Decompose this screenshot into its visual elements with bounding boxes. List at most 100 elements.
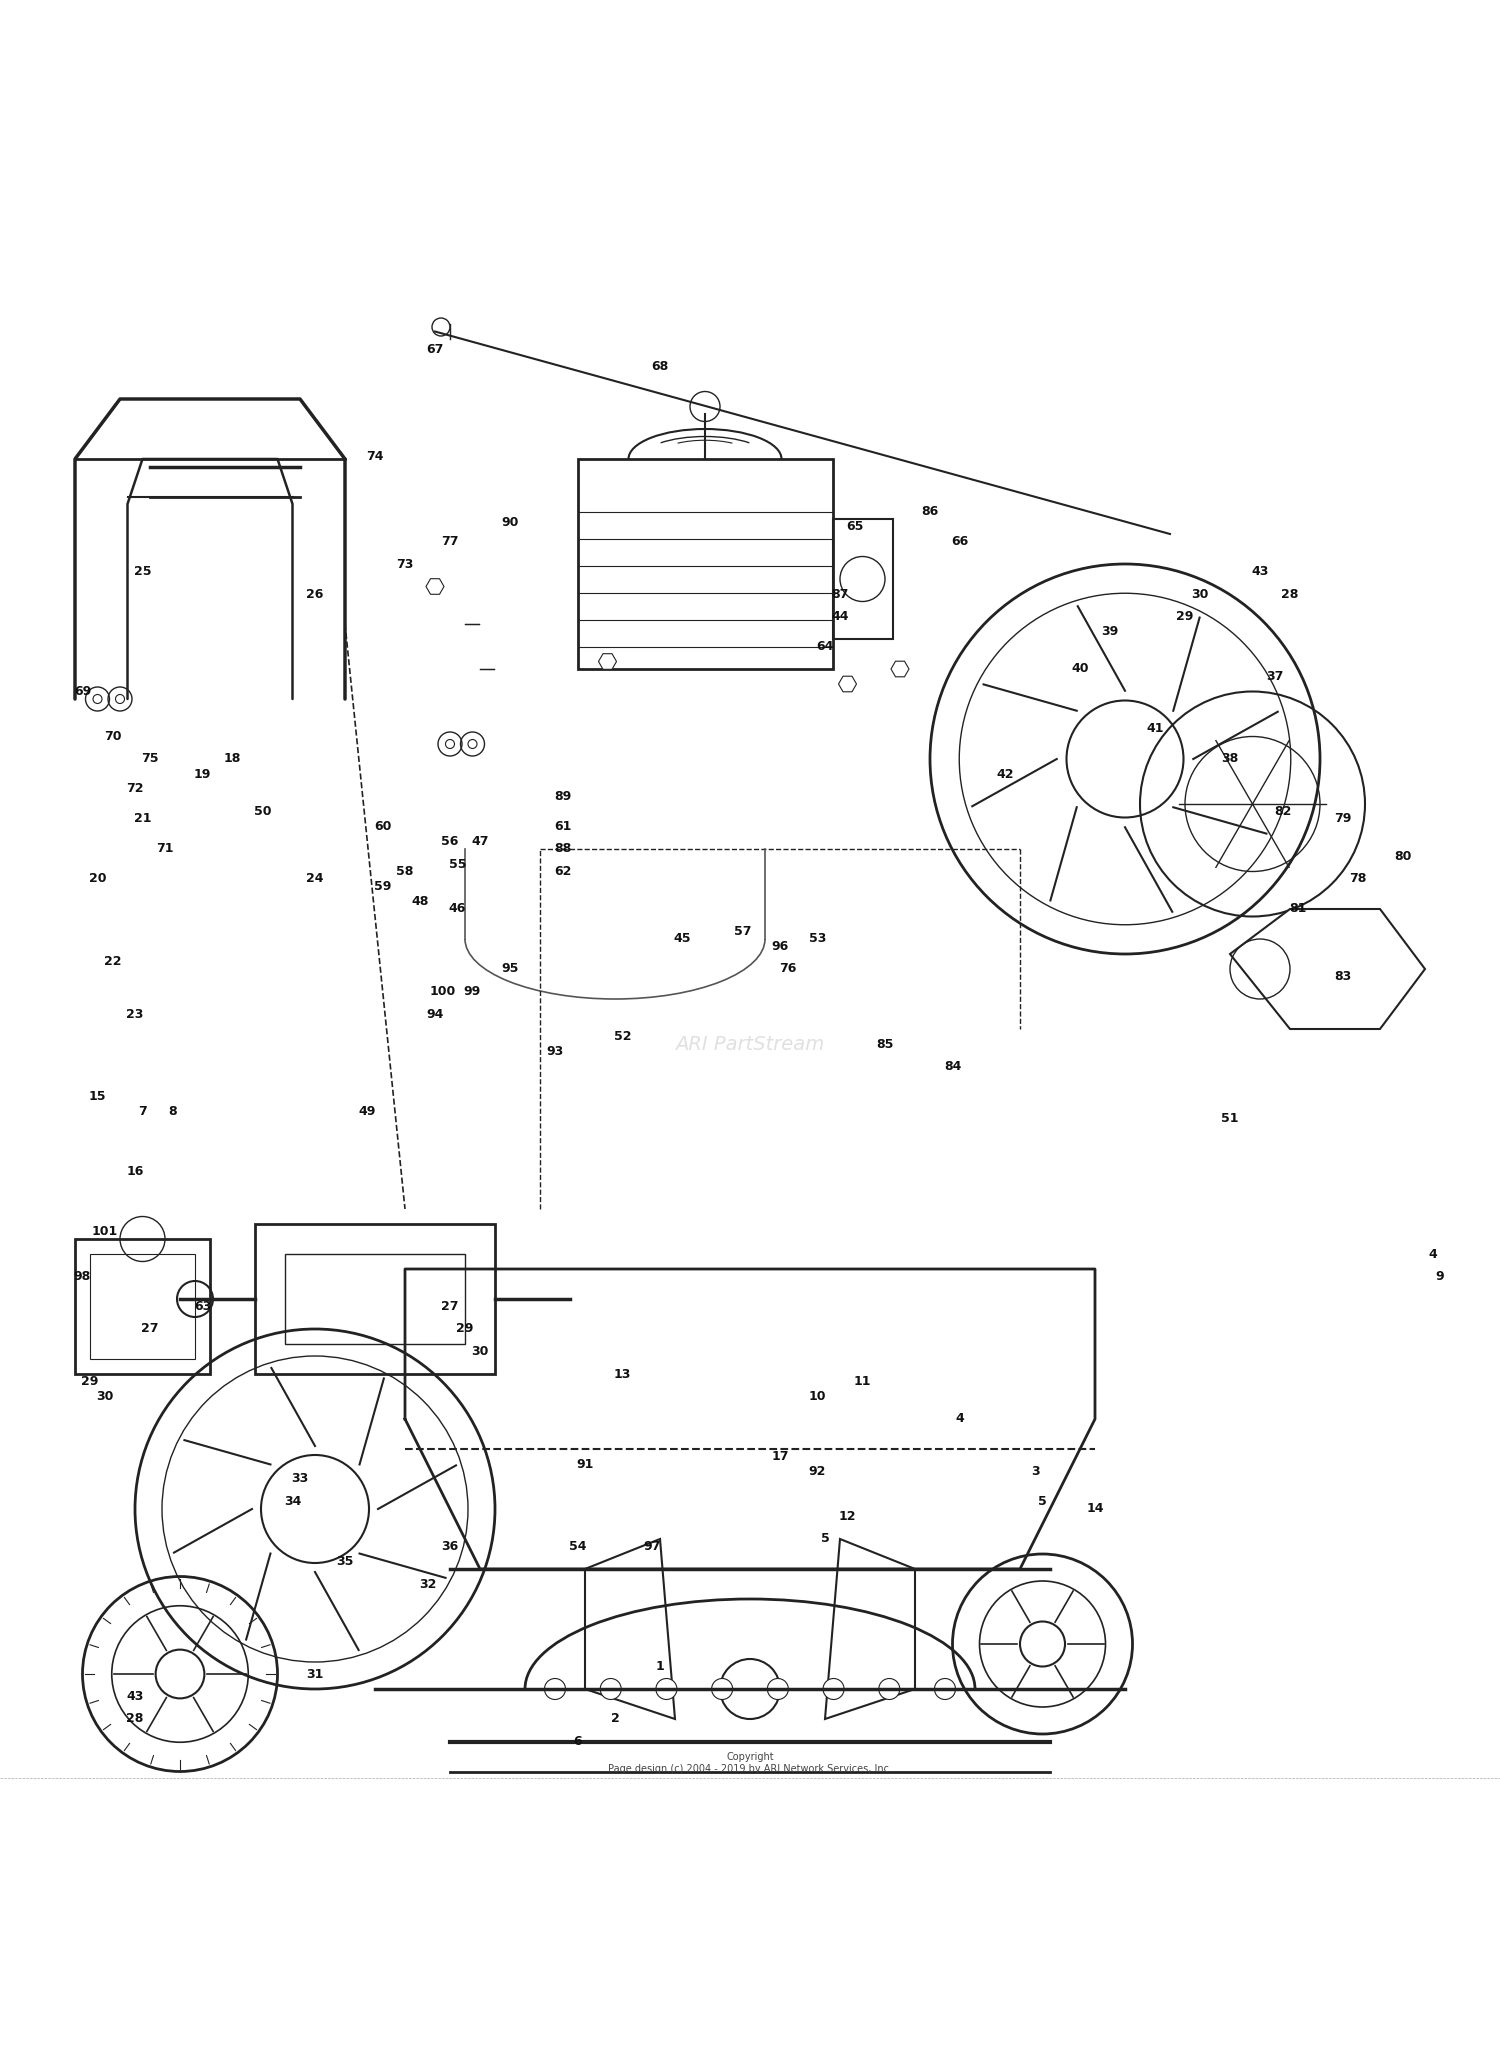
Text: Copyright: Copyright (726, 1751, 774, 1762)
Text: 26: 26 (306, 587, 324, 601)
Text: 14: 14 (1086, 1502, 1104, 1515)
Text: 89: 89 (554, 790, 572, 803)
Text: 21: 21 (134, 813, 152, 825)
Text: 39: 39 (1101, 626, 1119, 638)
Text: 33: 33 (291, 1474, 309, 1486)
Text: 92: 92 (808, 1465, 826, 1478)
Text: 36: 36 (441, 1539, 459, 1554)
Text: 29: 29 (456, 1323, 474, 1336)
Text: 95: 95 (501, 963, 519, 975)
Text: 25: 25 (134, 566, 152, 578)
Text: 13: 13 (614, 1367, 632, 1381)
Text: 96: 96 (771, 941, 789, 953)
Text: 61: 61 (554, 819, 572, 833)
Text: 83: 83 (1334, 969, 1352, 984)
Text: 28: 28 (1281, 587, 1299, 601)
Text: 1: 1 (656, 1661, 664, 1673)
Text: 24: 24 (306, 873, 324, 885)
Text: 53: 53 (808, 932, 826, 945)
Text: 42: 42 (996, 768, 1014, 780)
Text: 67: 67 (426, 344, 444, 356)
Text: 77: 77 (441, 535, 459, 547)
Text: 44: 44 (831, 609, 849, 624)
Text: 34: 34 (284, 1494, 302, 1509)
Polygon shape (839, 677, 856, 691)
Text: 88: 88 (554, 842, 572, 856)
Text: 18: 18 (224, 753, 242, 766)
Circle shape (879, 1679, 900, 1700)
Text: 30: 30 (1191, 587, 1209, 601)
Text: 10: 10 (808, 1389, 826, 1404)
Text: 63: 63 (194, 1301, 211, 1313)
Text: 66: 66 (951, 535, 969, 547)
Text: 43: 43 (1251, 566, 1269, 578)
Text: 12: 12 (839, 1511, 856, 1523)
Text: 60: 60 (374, 819, 392, 833)
Text: 58: 58 (396, 864, 414, 879)
Text: 65: 65 (846, 521, 864, 533)
Text: 81: 81 (1288, 903, 1306, 916)
Text: 94: 94 (426, 1008, 444, 1021)
Circle shape (177, 1280, 213, 1317)
Bar (255, 1225, 495, 1375)
Text: 56: 56 (441, 836, 459, 848)
Text: 23: 23 (126, 1008, 144, 1021)
Text: 4: 4 (1428, 1247, 1437, 1259)
Text: 78: 78 (1348, 873, 1366, 885)
Circle shape (544, 1679, 566, 1700)
Text: 27: 27 (441, 1301, 459, 1313)
Text: 52: 52 (614, 1029, 632, 1043)
Text: 3: 3 (1030, 1465, 1039, 1478)
Text: 28: 28 (126, 1712, 144, 1725)
Text: 85: 85 (876, 1037, 894, 1050)
Text: 55: 55 (448, 858, 466, 871)
Bar (833, 519, 892, 638)
Polygon shape (891, 661, 909, 677)
Text: 43: 43 (126, 1690, 144, 1704)
Circle shape (656, 1679, 676, 1700)
Text: 74: 74 (366, 449, 384, 463)
Text: 41: 41 (1146, 722, 1164, 735)
Text: 20: 20 (88, 873, 106, 885)
Text: 40: 40 (1071, 663, 1089, 675)
Text: 31: 31 (306, 1667, 324, 1681)
Text: 59: 59 (374, 881, 392, 893)
Text: 2: 2 (610, 1712, 620, 1725)
Text: ARI PartStream: ARI PartStream (675, 1035, 825, 1054)
Text: 49: 49 (358, 1105, 376, 1117)
Text: 51: 51 (1221, 1113, 1239, 1126)
Text: 15: 15 (88, 1091, 106, 1103)
Text: 11: 11 (853, 1375, 871, 1387)
Text: 19: 19 (194, 768, 211, 780)
Text: 70: 70 (104, 731, 122, 743)
Text: 35: 35 (336, 1556, 354, 1568)
Text: 97: 97 (644, 1539, 662, 1554)
Polygon shape (426, 578, 444, 595)
Text: 71: 71 (156, 842, 174, 856)
Circle shape (768, 1679, 789, 1700)
Polygon shape (1230, 910, 1425, 1029)
Text: 100: 100 (429, 986, 456, 998)
Text: 6: 6 (573, 1735, 582, 1747)
Text: 87: 87 (831, 587, 849, 601)
Bar (90, 1253, 195, 1358)
Circle shape (934, 1679, 956, 1700)
Text: 30: 30 (96, 1389, 114, 1404)
Circle shape (600, 1679, 621, 1700)
Text: 48: 48 (411, 895, 429, 908)
Bar (75, 1239, 210, 1375)
Text: 5: 5 (1038, 1494, 1047, 1509)
Text: 64: 64 (816, 640, 834, 652)
Text: 37: 37 (1266, 671, 1284, 683)
Text: 79: 79 (1334, 813, 1352, 825)
Text: 9: 9 (1436, 1270, 1444, 1282)
Text: 86: 86 (921, 504, 939, 519)
Text: 8: 8 (168, 1105, 177, 1117)
Text: 17: 17 (771, 1451, 789, 1463)
Text: 29: 29 (81, 1375, 99, 1387)
Text: 72: 72 (126, 782, 144, 796)
Text: 68: 68 (651, 360, 669, 372)
Text: 99: 99 (464, 986, 482, 998)
Text: 29: 29 (1176, 609, 1194, 624)
Circle shape (824, 1679, 844, 1700)
